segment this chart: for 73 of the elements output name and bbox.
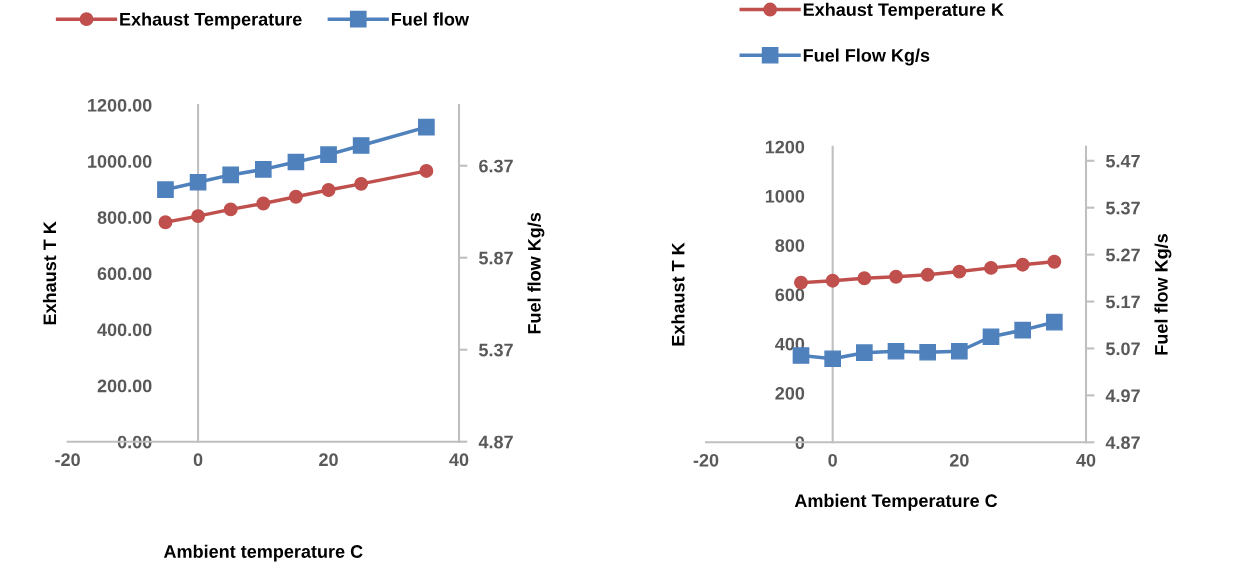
point (950, 342, 968, 360)
x-tick-label: 0 (193, 453, 203, 467)
x-tick-label: 40 (1076, 453, 1096, 467)
y-tick-label: 600 (775, 288, 805, 302)
x-tick-label: 40 (449, 453, 469, 467)
point (158, 215, 173, 230)
y-tick-label: 800.00 (97, 211, 152, 224)
y2-tick-label: 5.87 (479, 251, 513, 265)
point (419, 163, 434, 178)
x-axis-title: Ambient Temperature C (794, 493, 998, 511)
point (952, 264, 967, 279)
y-tick-label: 1000 (765, 189, 805, 203)
y-tick-label: 400.00 (97, 323, 152, 337)
point (1047, 254, 1062, 269)
y-tick-label: 200 (775, 386, 805, 400)
point (189, 173, 207, 191)
point (223, 202, 238, 217)
y2-tick-label: 4.87 (1105, 436, 1140, 450)
point (982, 328, 1000, 346)
x-tick-label: 20 (949, 453, 969, 467)
point (157, 181, 174, 198)
y-axis-title: Exhaust T K (42, 221, 57, 325)
point (889, 269, 903, 284)
point (287, 153, 305, 171)
y2-tick-label: 4.97 (1105, 389, 1140, 403)
point (984, 260, 998, 275)
x-tick-label: -20 (55, 453, 80, 467)
y2-tick-label: 5.37 (479, 343, 513, 357)
legend-label: Exhaust Temperature K (803, 2, 1004, 20)
point (418, 118, 435, 136)
point (222, 166, 240, 184)
point (1015, 257, 1030, 272)
x-axis-title: Ambient temperature C (163, 544, 363, 562)
y-axis-title: Exhaust T K (671, 242, 685, 346)
y2-tick-label: 4.87 (478, 435, 513, 449)
x-tick-label: 20 (319, 453, 338, 467)
point (824, 350, 842, 368)
point (320, 146, 337, 164)
point (288, 189, 303, 204)
legend-label: Exhaust Temperature (120, 12, 302, 30)
point (321, 183, 336, 197)
point (857, 271, 872, 286)
y2-axis-title: Fuel flow Kg/s (1154, 234, 1172, 355)
point (825, 273, 840, 288)
point (794, 275, 808, 290)
point (920, 267, 935, 282)
x-tick-label: -20 (693, 453, 719, 467)
y2-axis-title: Fuel flow Kg/s (527, 212, 545, 334)
point (191, 209, 206, 224)
point (354, 176, 369, 191)
legend-label: Fuel flow (391, 12, 470, 26)
point (254, 161, 272, 178)
point (1045, 313, 1063, 331)
y2-tick-label: 6.37 (479, 159, 513, 173)
y-tick-label: 600.00 (97, 267, 152, 281)
point (352, 137, 370, 154)
point (256, 196, 271, 211)
point (919, 343, 937, 361)
y-tick-label: 800 (775, 239, 805, 252)
y2-tick-label: 5.27 (1106, 248, 1140, 262)
y-tick-label: 1000.00 (88, 155, 152, 168)
y-tick-label: 1200 (765, 140, 805, 154)
y2-tick-label: 5.17 (1106, 295, 1140, 309)
legend-label: Fuel Flow Kg/s (803, 48, 930, 66)
y-tick-label: 1200.00 (88, 98, 152, 112)
point (855, 344, 873, 362)
y2-tick-label: 5.47 (1106, 154, 1140, 168)
y-tick-label: 200.00 (97, 379, 152, 393)
point (887, 342, 905, 360)
y2-tick-label: 5.07 (1106, 342, 1140, 356)
x-tick-label: 0 (828, 453, 837, 467)
point (1014, 321, 1032, 339)
y2-tick-label: 5.37 (1106, 201, 1140, 215)
